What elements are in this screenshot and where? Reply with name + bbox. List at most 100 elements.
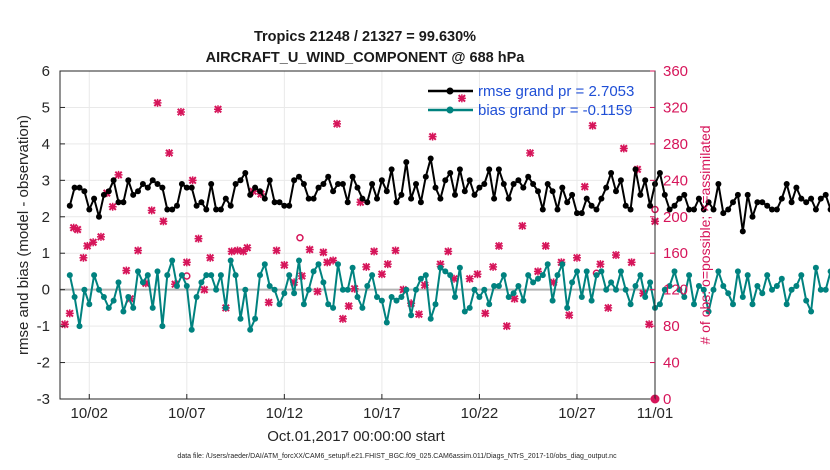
y2-tick-label: 160 (663, 245, 688, 262)
obs-assimilated-marker (134, 246, 143, 255)
rmse-point (139, 181, 146, 187)
bias-point (764, 272, 771, 279)
bias-point (115, 279, 122, 286)
bias-point (798, 272, 805, 279)
bias-point (715, 268, 722, 275)
bias-point (495, 283, 502, 289)
bias-point (232, 272, 239, 279)
obs-assimilated-marker (280, 261, 289, 270)
y2-tick-label: 80 (663, 318, 680, 335)
rmse-point (447, 170, 454, 176)
rmse-point (554, 206, 561, 213)
obs-assimilated-marker (108, 202, 117, 211)
rmse-point (495, 166, 502, 173)
rmse-point (442, 177, 449, 184)
bias-point (378, 297, 385, 304)
rmse-point (217, 206, 224, 213)
obs-assimilated-marker (188, 176, 197, 185)
rmse-point (369, 181, 376, 187)
y-tick-label: 0 (42, 282, 50, 299)
bias-point (383, 319, 390, 326)
rmse-point (71, 184, 78, 191)
rmse-point (437, 195, 444, 202)
obs-assimilated-marker (79, 253, 88, 262)
rmse-point (583, 195, 590, 202)
rmse-point (305, 195, 312, 202)
bias-point (335, 261, 341, 268)
bias-point (271, 286, 278, 293)
axis-ticks: 10/02 10/07 10/12 10/17 10/22 10/27 11/01 -3 -2 -… (37, 63, 688, 422)
obs-assimilated-marker (518, 221, 527, 230)
rmse-series (66, 155, 830, 235)
chart-subtitle: AIRCRAFT_U_WIND_COMPONENT @ 688 hPa (206, 50, 526, 66)
rmse-point (603, 184, 610, 191)
legend-rmse-marker (446, 87, 454, 95)
bias-point (398, 294, 405, 300)
rmse-point (608, 170, 615, 176)
rmse-point (710, 206, 717, 213)
bias-point (476, 294, 483, 300)
bias-point (569, 279, 576, 286)
rmse-point (803, 199, 810, 206)
bias-point (286, 272, 293, 279)
obs-assimilated-marker (541, 241, 550, 250)
y2-tick-label: 200 (663, 209, 688, 226)
bias-point (427, 315, 434, 322)
bias-point (734, 268, 741, 275)
obs-assimilated-marker (200, 285, 209, 294)
bias-point (544, 261, 551, 268)
rmse-point (700, 206, 707, 213)
rmse-point (505, 195, 512, 202)
bias-point (491, 283, 498, 289)
rmse-point (183, 184, 190, 191)
obs-assimilated-marker (122, 266, 131, 275)
y2-tick-label: 280 (663, 136, 688, 153)
bias-point (105, 304, 112, 311)
rmse-point (476, 184, 483, 191)
bias-point (505, 294, 512, 300)
rmse-point (296, 173, 302, 180)
bias-point (325, 301, 332, 308)
rmse-point (808, 195, 815, 202)
bias-point (66, 272, 73, 279)
bias-point (193, 294, 200, 300)
obs-assimilated-marker (73, 225, 82, 234)
bias-point (793, 283, 800, 289)
rmse-point (222, 195, 229, 202)
bias-point (222, 304, 229, 311)
rmse-point (408, 195, 415, 202)
bias-point (769, 286, 775, 293)
bias-point (388, 294, 395, 300)
obs-assimilated-marker (147, 206, 156, 215)
rmse-point (359, 195, 366, 202)
obs-assimilated-marker (243, 243, 252, 252)
y2-tick-label: 240 (663, 172, 688, 189)
rmse-point (208, 181, 215, 187)
rmse-point (588, 202, 595, 209)
bias-point (217, 272, 224, 279)
rmse-point (691, 206, 697, 213)
bias-point (159, 323, 166, 330)
rmse-point (466, 177, 473, 184)
bias-point (203, 272, 210, 279)
bias-point (613, 286, 619, 293)
y-tick-label: -2 (37, 355, 50, 372)
rmse-point (764, 202, 771, 209)
rmse-point (725, 206, 732, 213)
bias-point (110, 297, 117, 304)
rmse-point (720, 210, 727, 217)
bias-point (208, 272, 215, 279)
rmse-point (593, 206, 600, 213)
bias-point (252, 315, 259, 322)
rmse-point (754, 199, 761, 206)
rmse-point (232, 181, 239, 187)
rmse-point (822, 191, 829, 198)
rmse-point (422, 173, 429, 180)
bias-point (369, 272, 376, 279)
obs-assimilated-marker (465, 274, 474, 283)
rmse-point (330, 188, 337, 195)
bias-point (681, 294, 688, 300)
rmse-point (759, 199, 766, 206)
obs-assimilated-marker (165, 149, 174, 157)
y-tick-label: 6 (42, 63, 50, 80)
